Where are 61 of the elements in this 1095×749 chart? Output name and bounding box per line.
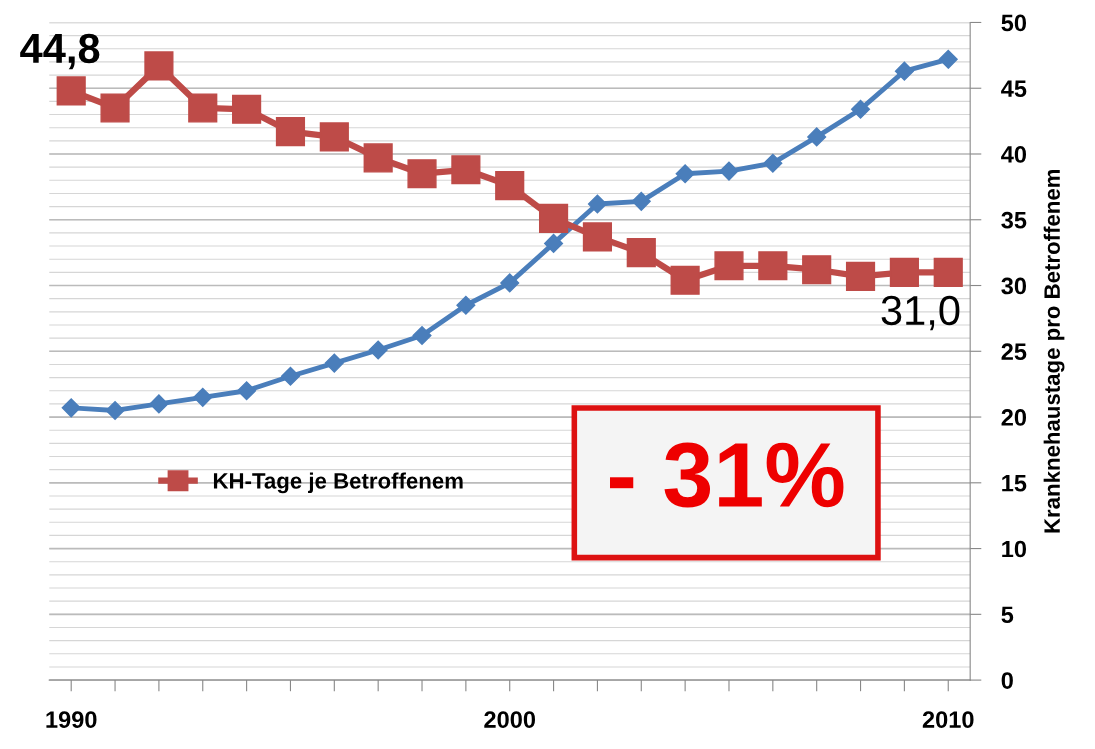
point <box>105 400 125 421</box>
point <box>237 381 257 401</box>
point <box>894 61 914 81</box>
point <box>451 155 481 185</box>
annotation: - 31% <box>609 442 844 508</box>
annotation: 31,0 <box>881 295 960 331</box>
y-tick-label: 30 <box>1001 277 1027 295</box>
point <box>807 127 827 147</box>
point <box>544 233 564 253</box>
point <box>495 170 525 201</box>
point <box>675 164 695 184</box>
y-tick-label: 10 <box>1002 540 1027 558</box>
point <box>319 122 349 152</box>
point <box>324 353 344 373</box>
point <box>582 222 613 252</box>
point <box>368 340 388 360</box>
point <box>280 366 300 386</box>
point <box>719 161 739 181</box>
x-tick-label: 2010 <box>922 711 974 728</box>
point <box>933 257 963 287</box>
point <box>802 255 832 285</box>
point <box>500 273 520 293</box>
point <box>631 191 651 211</box>
y-tick-label: 0 <box>1001 672 1013 689</box>
point <box>363 143 393 173</box>
annotation: 44,8 <box>20 33 100 70</box>
point <box>851 99 871 119</box>
x-tick-label: 1990 <box>46 711 97 728</box>
point <box>149 394 169 414</box>
point <box>845 261 876 291</box>
y-tick-label: 25 <box>1001 343 1027 361</box>
point <box>407 159 437 189</box>
point <box>456 295 476 315</box>
point <box>626 238 656 268</box>
point <box>889 257 919 287</box>
y-tick-label: 5 <box>1001 606 1014 624</box>
point <box>193 387 213 407</box>
point <box>144 51 174 81</box>
y-tick-label: 40 <box>1001 146 1027 163</box>
y-tick-label: 50 <box>1001 14 1027 32</box>
point <box>670 265 700 295</box>
x-tick-label: 2000 <box>484 711 536 728</box>
y-tick-label: 35 <box>1001 211 1027 229</box>
point <box>587 194 607 214</box>
point <box>763 153 783 173</box>
point <box>938 49 958 69</box>
y-tick-label: 20 <box>1001 409 1027 426</box>
y-tick-label: 45 <box>1001 80 1027 98</box>
point <box>275 117 306 147</box>
point <box>232 94 262 124</box>
point <box>100 93 130 123</box>
point <box>412 325 432 346</box>
legend-label: KH-Tage je Betroffenem <box>213 472 463 494</box>
point <box>56 76 86 106</box>
y-tick-label: 15 <box>1002 475 1027 492</box>
y-axis-title: Kranknehaustage pro Betroffenem <box>1043 169 1065 533</box>
point <box>188 93 218 123</box>
point <box>758 251 788 281</box>
point <box>61 398 81 418</box>
point <box>714 251 744 281</box>
point <box>538 203 569 234</box>
